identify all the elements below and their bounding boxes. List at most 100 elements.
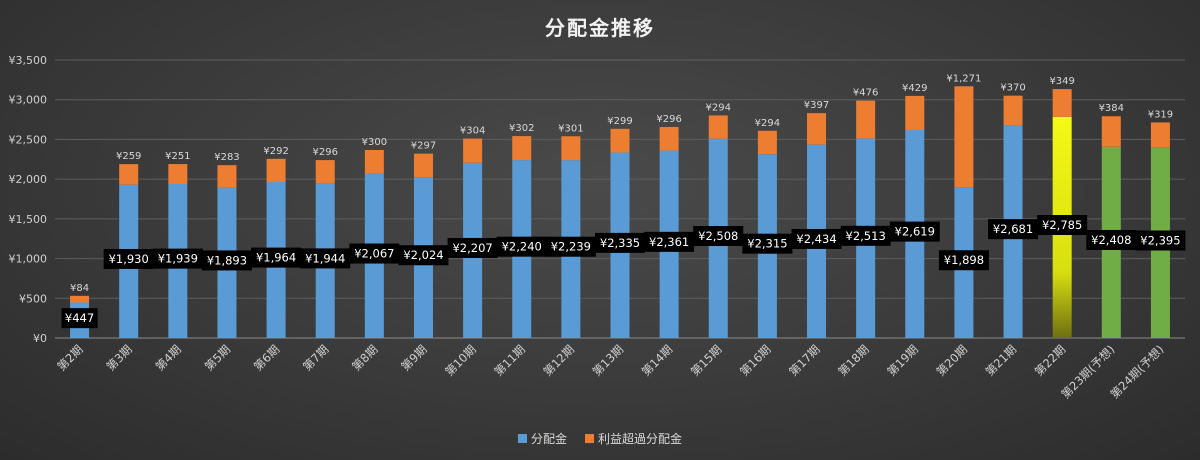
legend-label-excess: 利益超過分配金 xyxy=(598,432,683,446)
data-label-excess: ¥397 xyxy=(804,100,829,111)
y-tick-label: ¥1,000 xyxy=(9,253,48,266)
bar-excess xyxy=(708,115,728,139)
data-label-dividend: ¥2,207 xyxy=(452,241,492,255)
y-tick-label: ¥0 xyxy=(33,332,47,345)
data-label-excess: ¥349 xyxy=(1049,76,1074,87)
bar-excess xyxy=(217,165,237,188)
data-label-dividend: ¥447 xyxy=(65,311,94,325)
data-label-excess: ¥299 xyxy=(607,116,632,127)
data-label-dividend: ¥2,619 xyxy=(895,225,935,239)
data-label-dividend-box xyxy=(300,248,351,269)
data-label-dividend: ¥2,315 xyxy=(747,237,787,251)
x-tick-label: 第6期 xyxy=(251,342,282,373)
x-tick-label: 第17期 xyxy=(786,342,823,379)
data-labels: ¥84 ¥447 ¥259 ¥1,930 ¥251 ¥1,939 ¥283 ¥1,893 ¥29… xyxy=(61,73,1186,329)
data-label-dividend: ¥2,240 xyxy=(502,240,542,254)
bar-excess xyxy=(168,164,188,184)
bar-excess xyxy=(70,295,90,303)
data-label-excess: ¥251 xyxy=(165,151,190,162)
data-label-excess: ¥296 xyxy=(656,114,681,125)
bar-excess xyxy=(561,136,581,161)
data-label-dividend-box xyxy=(103,248,154,269)
chart-legend: 分配金 利益超過分配金 xyxy=(0,430,1200,447)
x-tick-label: 第18期 xyxy=(835,342,872,379)
data-label-dividend-box xyxy=(938,250,989,271)
data-label-dividend-box xyxy=(61,308,98,329)
legend-swatch-excess xyxy=(585,434,594,443)
bar-excess xyxy=(364,149,384,174)
legend-swatch-dividend xyxy=(517,434,527,443)
x-tick-label: 第15期 xyxy=(688,342,725,379)
data-label-dividend: ¥2,408 xyxy=(1091,233,1131,247)
data-label-dividend-box xyxy=(1037,215,1088,236)
data-label-excess: ¥283 xyxy=(214,152,239,163)
y-tick-label: ¥500 xyxy=(19,292,47,305)
x-tick-label: 第3期 xyxy=(103,342,134,373)
data-label-dividend-box xyxy=(791,228,842,249)
x-tick-label: 第10期 xyxy=(442,342,479,379)
x-tick-label: 第4期 xyxy=(153,342,184,373)
x-tick-label: 第16期 xyxy=(737,342,774,379)
data-label-excess: ¥296 xyxy=(312,147,337,158)
data-label-excess: ¥384 xyxy=(1099,103,1124,114)
x-tick-label: 第8期 xyxy=(349,342,380,373)
x-tick-label: 第19期 xyxy=(884,342,921,379)
data-label-dividend-box xyxy=(251,247,302,268)
bar-excess xyxy=(856,100,876,139)
legend-item-dividend[interactable]: 分配金 xyxy=(517,430,567,447)
x-tick-label: 第11期 xyxy=(491,342,528,379)
bar-excess xyxy=(413,153,433,178)
data-label-dividend-box xyxy=(447,237,498,258)
data-label-excess: ¥259 xyxy=(116,151,141,162)
chart-title: 分配金推移 xyxy=(545,16,655,40)
bar-excess xyxy=(315,160,335,184)
data-label-excess: ¥294 xyxy=(755,118,780,129)
x-tick-label: 第21期 xyxy=(983,342,1020,379)
bar-excess xyxy=(905,95,925,130)
x-tick-label: 第13期 xyxy=(590,342,627,379)
data-label-dividend: ¥2,681 xyxy=(993,222,1033,236)
data-label-dividend-box xyxy=(398,245,449,266)
data-label-dividend-box xyxy=(496,236,547,257)
data-label-dividend: ¥2,513 xyxy=(846,229,886,243)
data-label-dividend: ¥2,335 xyxy=(600,236,640,250)
x-tick-label: 第5期 xyxy=(202,342,233,373)
data-label-dividend: ¥2,239 xyxy=(551,240,591,254)
bar-excess xyxy=(757,130,777,155)
data-label-dividend: ¥2,434 xyxy=(796,232,836,246)
x-tick-label: 第20期 xyxy=(934,342,971,379)
data-label-excess: ¥476 xyxy=(853,88,878,99)
data-label-dividend-box xyxy=(889,221,940,242)
bar-excess xyxy=(807,113,827,145)
data-label-dividend-box xyxy=(545,236,596,257)
data-label-excess: ¥84 xyxy=(70,283,89,294)
data-label-dividend: ¥2,785 xyxy=(1042,218,1082,232)
data-label-dividend-box xyxy=(349,243,400,264)
x-tick-label: 第12期 xyxy=(540,342,577,379)
x-tick-label: 第9期 xyxy=(398,342,429,373)
y-axis-ticks: ¥0 ¥500 ¥1,000 ¥1,500 ¥2,000 ¥2,500 ¥3,000 ¥3,5… xyxy=(9,54,48,345)
data-label-dividend: ¥1,939 xyxy=(158,252,198,266)
data-label-excess: ¥294 xyxy=(706,102,731,113)
data-label-dividend-box xyxy=(840,225,891,246)
bar-excess xyxy=(463,138,483,163)
data-label-dividend-box xyxy=(201,250,252,271)
legend-item-excess[interactable]: 利益超過分配金 xyxy=(585,430,682,447)
data-label-excess: ¥292 xyxy=(263,146,288,157)
data-label-dividend: ¥2,024 xyxy=(403,248,443,262)
data-label-dividend-box xyxy=(644,231,695,252)
data-label-dividend-box xyxy=(1135,230,1186,251)
data-label-dividend: ¥2,395 xyxy=(1140,234,1180,248)
data-label-excess: ¥297 xyxy=(411,141,436,152)
bar-excess xyxy=(659,126,679,151)
data-label-dividend-box xyxy=(988,219,1039,240)
data-label-excess: ¥370 xyxy=(1000,83,1025,94)
bar-excess xyxy=(1101,116,1121,147)
data-label-dividend: ¥2,508 xyxy=(698,229,738,243)
x-tick-label: 第2期 xyxy=(54,342,85,373)
bar-excess xyxy=(1150,122,1170,148)
bar-excess xyxy=(119,164,139,185)
x-tick-label: 第22期 xyxy=(1032,342,1069,379)
x-tick-label: 第14期 xyxy=(639,342,676,379)
bar-excess xyxy=(954,86,974,188)
